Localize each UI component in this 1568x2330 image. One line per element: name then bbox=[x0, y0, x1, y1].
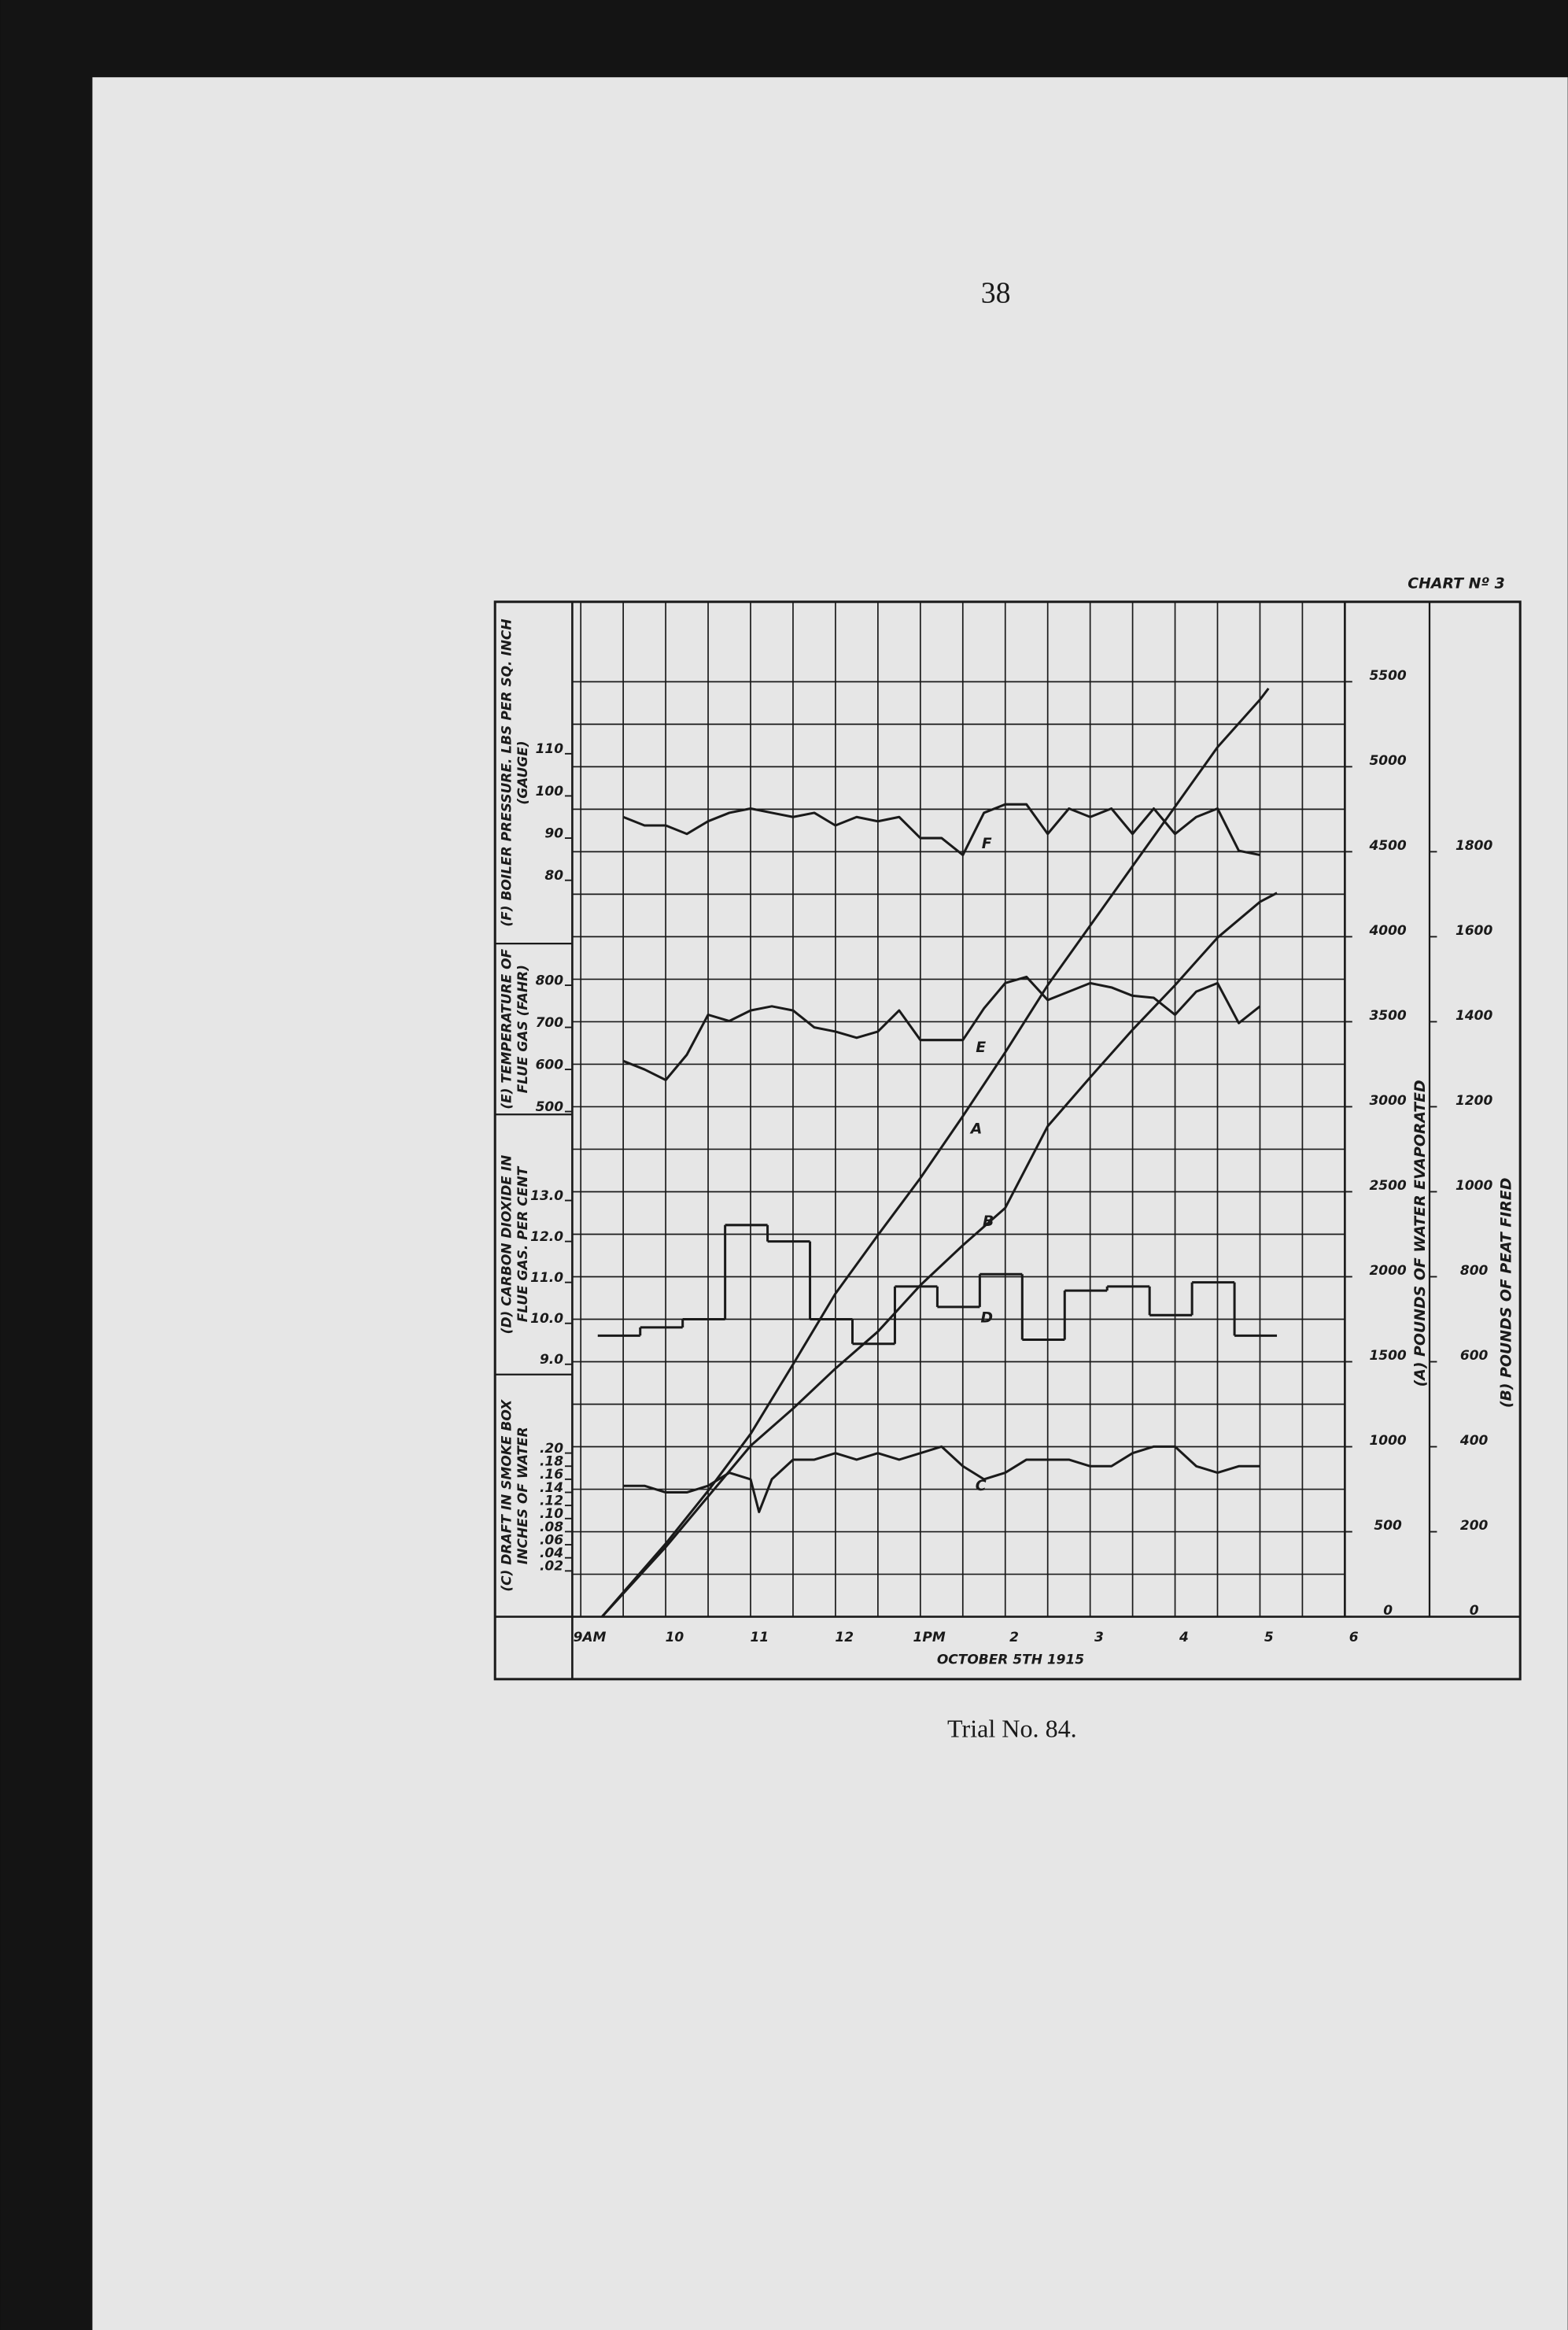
y-tick-label: 90 bbox=[544, 825, 563, 841]
y-tick-label: .12 bbox=[540, 1493, 563, 1508]
y-tick-label: 3000 bbox=[1369, 1093, 1406, 1109]
y-tick-label: .04 bbox=[540, 1545, 563, 1561]
y-tick-label: .02 bbox=[540, 1559, 563, 1575]
y-tick-label: 4500 bbox=[1368, 838, 1406, 854]
y-axis-label: (GAUGE) bbox=[515, 740, 531, 804]
data-line bbox=[601, 892, 1278, 1618]
y-tick-label: 1500 bbox=[1369, 1348, 1406, 1364]
x-tick-label: 4 bbox=[1179, 1630, 1189, 1645]
y-tick-label: 400 bbox=[1459, 1433, 1489, 1449]
y-tick-label: 0 bbox=[1470, 1603, 1479, 1619]
y-tick-label: 1600 bbox=[1455, 923, 1492, 939]
y-tick-label: 700 bbox=[536, 1015, 564, 1031]
x-tick-label: 12 bbox=[835, 1630, 854, 1645]
y-tick-label: .06 bbox=[540, 1532, 563, 1548]
y-tick-label: 1000 bbox=[1455, 1178, 1492, 1194]
series-label: D bbox=[980, 1309, 993, 1327]
y-tick-label: 4000 bbox=[1368, 923, 1406, 939]
x-tick-label: 2 bbox=[1009, 1630, 1019, 1645]
y-axis-label: (E) TEMPERATURE OF bbox=[499, 948, 515, 1109]
y-axis-label: (B) POUNDS OF PEAT FIRED bbox=[1498, 1178, 1515, 1409]
y-tick-label: 600 bbox=[536, 1057, 564, 1073]
y-tick-label: 500 bbox=[1374, 1518, 1402, 1534]
data-line bbox=[623, 1445, 1260, 1513]
x-axis-label: OCTOBER 5TH 1915 bbox=[937, 1652, 1084, 1667]
paper bbox=[92, 77, 1568, 2330]
series-label: B bbox=[983, 1213, 994, 1230]
y-tick-label: 100 bbox=[536, 784, 564, 799]
y-tick-label: 13.0 bbox=[530, 1188, 563, 1204]
y-tick-label: 80 bbox=[544, 868, 563, 884]
y-axis-label: FLUE GAS (FAHR) bbox=[515, 965, 531, 1093]
y-tick-label: 5000 bbox=[1369, 753, 1406, 769]
y-tick-label: 2000 bbox=[1369, 1263, 1406, 1279]
series-label: E bbox=[976, 1039, 986, 1056]
y-tick-label: .18 bbox=[540, 1454, 563, 1470]
y-axis-label: (A) POUNDS OF WATER EVAPORATED bbox=[1411, 1080, 1429, 1387]
y-axis-label: FLUE GAS. PER CENT bbox=[515, 1165, 531, 1322]
chart-title: CHART Nº 3 bbox=[1408, 575, 1505, 593]
y-axis-label: (F) BOILER PRESSURE. LBS PER SQ. INCH bbox=[499, 619, 515, 926]
y-tick-label: 800 bbox=[536, 973, 564, 988]
y-tick-label: 110 bbox=[536, 741, 564, 757]
chart-frame bbox=[493, 600, 1522, 1681]
x-tick-label: 5 bbox=[1264, 1630, 1274, 1645]
page-number: 38 bbox=[981, 276, 1011, 309]
y-tick-label: 11.0 bbox=[530, 1270, 563, 1286]
y-tick-label: 9.0 bbox=[540, 1352, 563, 1368]
x-tick-label: 3 bbox=[1094, 1630, 1104, 1645]
y-tick-label: 12.0 bbox=[530, 1229, 563, 1245]
y-tick-label: .08 bbox=[540, 1519, 563, 1535]
y-tick-label: 1000 bbox=[1369, 1433, 1406, 1449]
y-axis-label: (C) DRAFT IN SMOKE BOX bbox=[499, 1399, 515, 1592]
y-axis-label: (D) CARBON DIOXIDE IN bbox=[499, 1155, 515, 1335]
y-tick-label: 2500 bbox=[1369, 1178, 1406, 1194]
y-tick-label: 1400 bbox=[1455, 1008, 1492, 1024]
y-tick-label: 500 bbox=[536, 1099, 564, 1115]
series-label: C bbox=[976, 1477, 987, 1494]
series-label: F bbox=[982, 835, 992, 852]
y-tick-label: .14 bbox=[540, 1480, 563, 1496]
y-tick-label: 200 bbox=[1460, 1518, 1489, 1534]
y-tick-label: 5500 bbox=[1369, 668, 1406, 684]
y-axis-label: INCHES OF WATER bbox=[515, 1427, 531, 1564]
x-tick-label: 9AM bbox=[574, 1630, 607, 1645]
plot: 9AM 10 11 12 1PM 2 3 4 5 605001000150020002500300… bbox=[495, 601, 1515, 1645]
y-tick-label: 10.0 bbox=[530, 1311, 563, 1327]
y-tick-label: 600 bbox=[1460, 1348, 1489, 1364]
y-tick-label: 3500 bbox=[1369, 1008, 1406, 1024]
data-line bbox=[601, 687, 1270, 1618]
x-tick-label: 1PM bbox=[913, 1630, 946, 1645]
data-line bbox=[622, 803, 1260, 857]
caption: Trial No. 84. bbox=[947, 1714, 1077, 1742]
y-tick-label: .20 bbox=[540, 1441, 563, 1457]
y-tick-label: 1800 bbox=[1455, 838, 1492, 854]
series-label: A bbox=[969, 1121, 983, 1138]
y-tick-label: .16 bbox=[540, 1467, 563, 1483]
y-tick-label: 800 bbox=[1460, 1263, 1489, 1279]
data-line bbox=[622, 975, 1261, 1081]
y-tick-label: .10 bbox=[540, 1506, 563, 1522]
x-tick-label: 11 bbox=[751, 1630, 769, 1645]
x-tick-label: 6 bbox=[1349, 1630, 1359, 1645]
x-tick-label: 10 bbox=[666, 1630, 684, 1645]
y-tick-label: 1200 bbox=[1455, 1093, 1492, 1109]
y-tick-label: 0 bbox=[1383, 1603, 1393, 1619]
